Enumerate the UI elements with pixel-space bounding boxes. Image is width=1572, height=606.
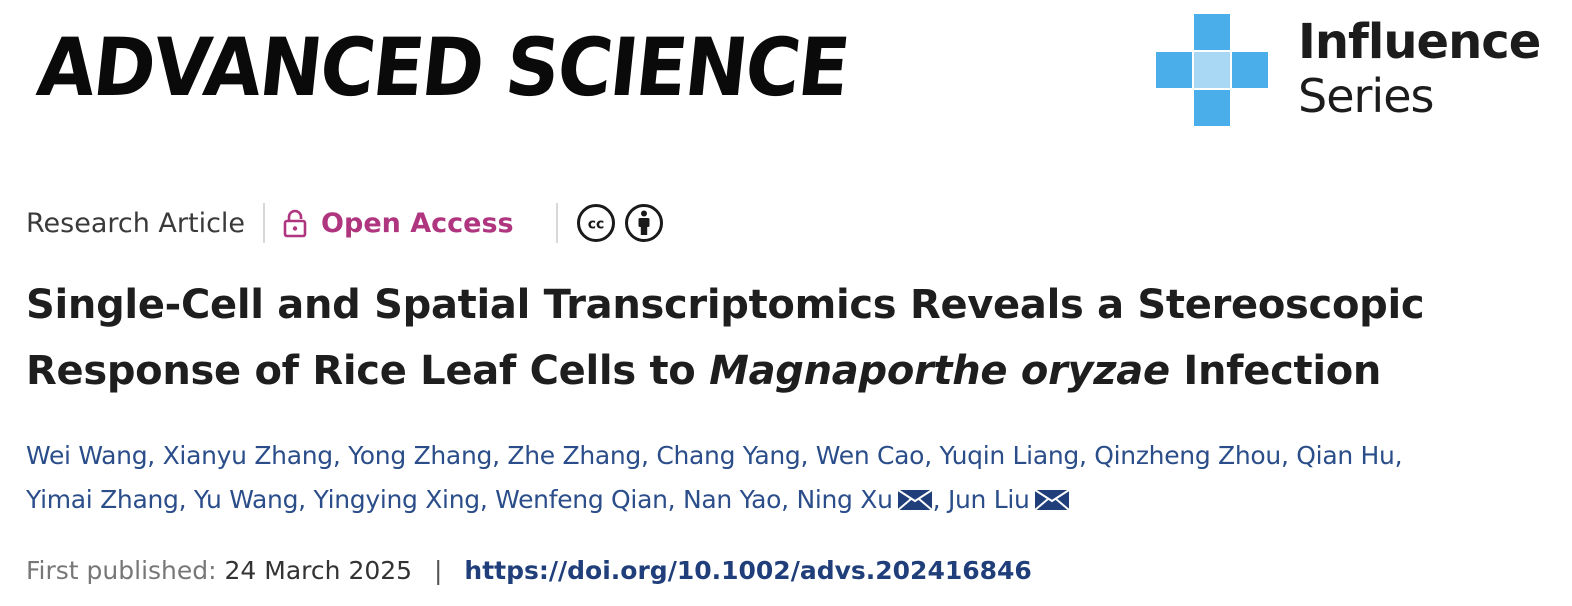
email-envelope-icon[interactable] [896,481,933,525]
publication-info: First published: 24 March 2025 | https:/… [26,556,1032,585]
author-name: Wei Wang [26,441,148,470]
article-type-label: Research Article [26,207,246,239]
meta-divider [555,203,558,243]
author-link[interactable]: Yingying Xing, [313,485,488,514]
author-name: Yuqin Liang [939,441,1080,470]
cc-icon: cc [576,204,615,242]
author-name: Wenfeng Qian [495,485,668,514]
author-link[interactable]: Qinzheng Zhou, [1094,441,1289,470]
title-text: Single-Cell and Spatial Transcriptomics … [26,282,1425,394]
author-link[interactable]: Zhe Zhang, [507,441,649,470]
author-name: Chang Yang [656,441,801,470]
journal-logo[interactable]: ADVANCED SCIENCE [33,21,853,114]
author-name: Wen Cao [815,441,925,470]
author-link[interactable]: Chang Yang, [656,441,809,470]
open-access-badge[interactable]: Open Access [283,208,514,239]
author-name: Jun Liu [947,485,1030,514]
title-text-end: Infection [1169,348,1382,394]
author-link[interactable]: Yuqin Liang, [939,441,1087,470]
author-name: Nan Yao [682,485,782,514]
article-meta-row: Research Article Open Access cc [26,198,664,248]
article-title: Single-Cell and Spatial Transcriptomics … [26,272,1556,404]
author-link[interactable]: Ning Xu, [796,485,940,514]
author-link[interactable]: Wei Wang, [26,441,155,470]
author-name: Yu Wang [193,485,299,514]
author-list: Wei Wang, Xianyu Zhang, Yong Zhang, Zhe … [26,434,1546,525]
author-name: Yingying Xing [313,485,480,514]
author-link[interactable]: Yong Zhang, [348,441,500,470]
lock-open-icon [283,209,307,238]
author-name: Qinzheng Zhou [1094,441,1281,470]
influence-series-wordmark: Influence Series [1298,14,1541,123]
published-date: 24 March 2025 [224,556,413,585]
by-attribution-icon [624,204,663,242]
open-access-label: Open Access [321,207,514,239]
author-name: Zhe Zhang [507,441,641,470]
author-name: Ning Xu [796,485,893,514]
series-name-line2: Series [1298,69,1434,123]
author-name: Xianyu Zhang [162,441,334,470]
author-link[interactable]: Yu Wang, [193,485,306,514]
publication-separator: | [434,556,443,585]
author-link[interactable]: Qian Hu, [1296,441,1403,470]
doi-link[interactable]: https://doi.org/10.1002/advs.202416846 [464,556,1032,585]
author-link[interactable]: Wenfeng Qian, [495,485,676,514]
email-envelope-icon[interactable] [1033,481,1070,525]
author-link[interactable]: Wen Cao, [815,441,932,470]
author-link[interactable]: Yimai Zhang, [26,485,187,514]
svg-text:cc: cc [587,217,604,233]
author-link[interactable]: Xianyu Zhang, [162,441,341,470]
influence-series-logo-icon [1156,14,1268,126]
author-name: Yimai Zhang [26,485,179,514]
published-label: First published: [26,556,217,585]
author-name: Yong Zhang [348,441,493,470]
series-name-line1: Influence [1298,14,1541,70]
title-species-italic: Magnaporthe oryzae [709,348,1170,394]
author-name: Qian Hu [1296,441,1395,470]
license-icons[interactable]: cc [576,203,664,243]
masthead: ADVANCED SCIENCE Influence Series [0,0,1572,150]
author-link[interactable]: Nan Yao, [682,485,789,514]
meta-divider [263,203,266,243]
author-link[interactable]: Jun Liu [948,485,1070,514]
